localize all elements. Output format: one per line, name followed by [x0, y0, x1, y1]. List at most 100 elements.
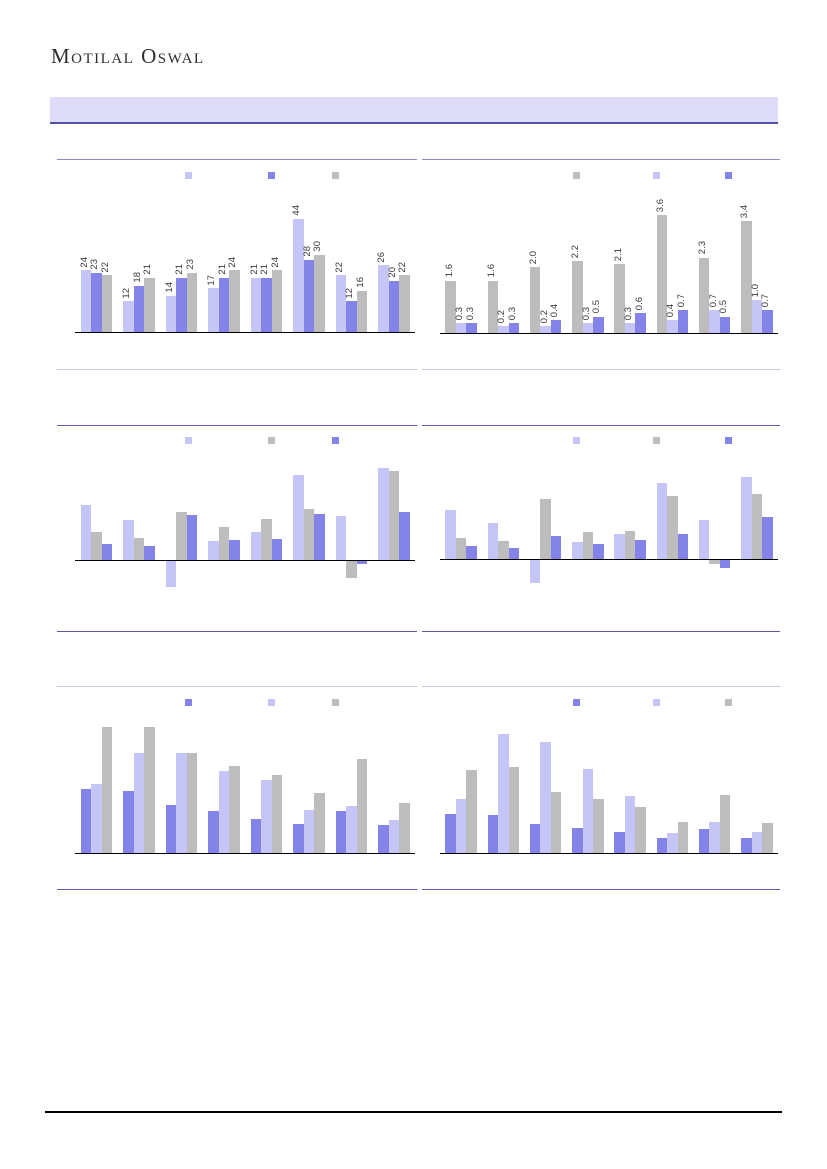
- bar-lavender: [582, 323, 594, 333]
- bar-value-label: 21: [259, 264, 271, 276]
- bar-gray: [176, 512, 187, 560]
- bar-gray: [677, 822, 689, 853]
- bar-gray: [271, 270, 282, 332]
- bar-value-label: 0.6: [633, 297, 645, 311]
- legend-swatch-lavender: [653, 172, 660, 179]
- chart-middle-right: [422, 425, 780, 632]
- bar-lavender: [346, 806, 357, 853]
- bar-blue: [303, 260, 314, 332]
- legend-swatch-gray: [653, 437, 660, 444]
- plot-area: 1.6 0.3 0.3 1.6 0.2 0.3 2.0 0.2 0.4 2.2 0.3 0.5 2.1 0…: [422, 159, 780, 370]
- chart-source-rule: [57, 369, 417, 370]
- bar-blue: [144, 546, 155, 560]
- bar-blue: [635, 313, 646, 333]
- chart-top-left: 24 23 22 12 18 21 14 21 23 17 21 24 21 21 24 44 28 30 22 12…: [57, 159, 417, 370]
- bar-gray: [101, 727, 112, 853]
- bar-gray: [271, 774, 282, 853]
- bar-lavender: [208, 288, 219, 332]
- chart-top-rule: [422, 159, 780, 160]
- bar-blue: [218, 278, 229, 332]
- bar-blue: [271, 539, 282, 560]
- bar-blue: [165, 805, 176, 853]
- bar-lavender: [335, 516, 346, 560]
- bar-lavender: [709, 822, 720, 853]
- bar-gray: [593, 799, 604, 853]
- bar-blue: [593, 316, 604, 333]
- bar-blue: [550, 319, 562, 333]
- bar-blue: [487, 814, 499, 853]
- legend-swatch-gray: [332, 699, 339, 706]
- bar-gray: [741, 221, 752, 333]
- bar-blue: [314, 514, 325, 560]
- bar-value-label: 0.5: [591, 300, 603, 314]
- bar-lavender: [165, 561, 176, 587]
- bar-lavender: [293, 218, 304, 332]
- bar-gray: [399, 275, 410, 332]
- bar-lavender: [303, 810, 314, 853]
- bar-gray: [346, 561, 357, 578]
- bar-gray: [314, 254, 325, 332]
- chart-bottom-left: [57, 686, 417, 890]
- legend-swatch-gray: [332, 172, 339, 179]
- bar-blue: [508, 323, 520, 333]
- bar-gray: [487, 280, 499, 333]
- bar-gray: [303, 509, 314, 560]
- bar-blue: [466, 546, 477, 559]
- bar-value-label: 22: [333, 261, 345, 273]
- x-axis-line: [75, 560, 415, 561]
- bar-value-label: 0.3: [580, 306, 592, 321]
- bar-blue: [508, 548, 520, 559]
- legend-swatch-blue: [573, 699, 580, 706]
- bar-lavender: [498, 326, 509, 333]
- bar-lavender: [445, 510, 456, 559]
- brand-logo: Motilal Oswal: [51, 44, 205, 68]
- bar-value-label: 2.3: [697, 241, 709, 255]
- bar-value-label: 24: [78, 256, 90, 268]
- bar-lavender: [378, 468, 389, 560]
- bar-blue: [741, 837, 752, 853]
- chart-top-right: 1.6 0.3 0.3 1.6 0.2 0.3 2.0 0.2 0.4 2.2 0.3 0.5 2.1 0…: [422, 159, 780, 370]
- bar-gray: [261, 519, 272, 560]
- bar-blue: [335, 811, 346, 853]
- bar-value-label: 0.5: [718, 300, 730, 314]
- bar-blue: [635, 540, 646, 559]
- bar-lavender: [751, 831, 763, 853]
- bar-blue: [677, 534, 689, 559]
- plot-area: [422, 686, 780, 890]
- bar-lavender: [293, 475, 304, 560]
- bar-value-label: 21: [216, 264, 228, 276]
- bar-blue: [101, 544, 112, 560]
- bar-gray: [91, 532, 102, 560]
- bar-value-label: 0.2: [496, 310, 508, 324]
- x-axis-line: [440, 853, 778, 854]
- bar-lavender: [741, 477, 752, 559]
- x-axis-line: [440, 559, 778, 560]
- bar-gray: [144, 727, 155, 853]
- bar-value-label: 24: [269, 256, 281, 268]
- bar-blue: [378, 825, 389, 853]
- bar-lavender: [709, 310, 720, 333]
- bar-value-label: 20: [386, 267, 398, 278]
- bar-value-label: 3.4: [739, 205, 751, 219]
- bar-value-label: 23: [184, 259, 196, 270]
- bar-value-label: 1.0: [749, 283, 761, 298]
- chart-top-rule: [422, 686, 780, 687]
- bar-blue: [388, 280, 399, 332]
- bar-blue: [466, 323, 477, 333]
- chart-bottom-right: [422, 686, 780, 890]
- bar-value-label: 0.4: [549, 303, 561, 317]
- plot-area: [422, 425, 780, 632]
- chart-source-rule: [57, 631, 417, 632]
- x-axis-line: [440, 333, 778, 334]
- bar-gray: [101, 275, 112, 332]
- bar-blue: [550, 536, 562, 559]
- bar-gray: [614, 264, 625, 333]
- bar-value-label: 17: [206, 274, 218, 286]
- bar-blue: [593, 544, 604, 559]
- legend-swatch-blue: [268, 172, 275, 179]
- bar-gray: [399, 802, 410, 853]
- chart-source-rule: [422, 631, 780, 632]
- bar-value-label: 0.3: [464, 306, 476, 321]
- chart-legend: [57, 172, 417, 180]
- bar-value-label: 0.3: [506, 306, 518, 321]
